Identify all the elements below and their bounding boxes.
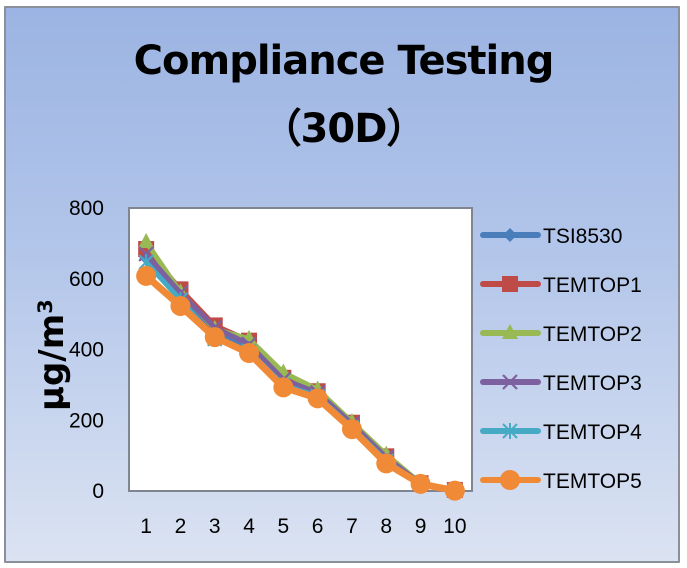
x-marker-icon [502, 374, 518, 390]
circle-marker-icon [136, 265, 157, 286]
series-temtop5 [136, 265, 465, 501]
legend-item-temtop5: TEMTOP5 [480, 470, 642, 493]
x-tick-label: 5 [278, 515, 290, 538]
data-series [136, 232, 465, 501]
circle-marker-icon [444, 480, 465, 501]
legend-item-tsi8530: TSI8530 [480, 225, 622, 248]
legend-item-temtop2: TEMTOP2 [480, 323, 642, 346]
plot-area [128, 207, 473, 492]
x-tick-label: 2 [175, 515, 187, 538]
triangle-marker-icon [502, 324, 518, 339]
chart-title: Compliance Testing [133, 38, 555, 84]
chart-subtitle: （30D） [261, 106, 427, 152]
y-tick-label: 0 [92, 480, 104, 503]
x-tick-label: 6 [312, 515, 324, 538]
circle-marker-icon [307, 388, 328, 409]
y-tick-label: 400 [69, 339, 104, 362]
circle-marker-icon [273, 377, 294, 398]
legend-label: TEMTOP1 [543, 274, 642, 297]
legend-label: TEMTOP2 [543, 323, 642, 346]
x-tick-label: 7 [346, 515, 358, 538]
circle-marker-icon [410, 473, 431, 494]
legend-item-temtop4: TEMTOP4 [480, 421, 642, 444]
y-tick-label: 600 [69, 268, 104, 291]
legend-label: TEMTOP5 [543, 470, 642, 493]
legend-label: TEMTOP4 [543, 421, 642, 444]
x-tick-label: 3 [209, 515, 221, 538]
diamond-marker-icon [503, 228, 517, 242]
legend-label: TSI8530 [543, 225, 622, 248]
x-tick-label: 10 [443, 515, 466, 538]
circle-marker-icon [341, 419, 362, 440]
circle-marker-icon [500, 470, 520, 490]
triangle-marker-icon [138, 232, 155, 248]
star-marker-icon [502, 423, 518, 439]
y-tick-label: 200 [69, 409, 104, 432]
x-tick-label: 9 [415, 515, 427, 538]
circle-marker-icon [204, 327, 225, 348]
circle-marker-icon [170, 295, 191, 316]
legend: TSI8530 TEMTOP1 TEMTOP2 TEMTOP3 TEMTOP4 TEMTO… [480, 225, 642, 493]
circle-marker-icon [239, 343, 260, 364]
y-axis-ticks: 0 200 400 600 800 [69, 197, 104, 503]
legend-item-temtop3: TEMTOP3 [480, 372, 642, 395]
series-line [142, 272, 459, 495]
legend-label: TEMTOP3 [543, 372, 642, 395]
x-tick-label: 1 [140, 515, 152, 538]
x-tick-label: 8 [380, 515, 392, 538]
y-tick-label: 800 [69, 197, 104, 220]
square-marker-icon [502, 276, 518, 292]
legend-item-temtop1: TEMTOP1 [480, 274, 642, 297]
circle-marker-icon [376, 453, 397, 474]
x-tick-label: 4 [243, 515, 255, 538]
x-axis-ticks: 1 2 3 4 5 6 7 8 9 10 [140, 515, 466, 538]
